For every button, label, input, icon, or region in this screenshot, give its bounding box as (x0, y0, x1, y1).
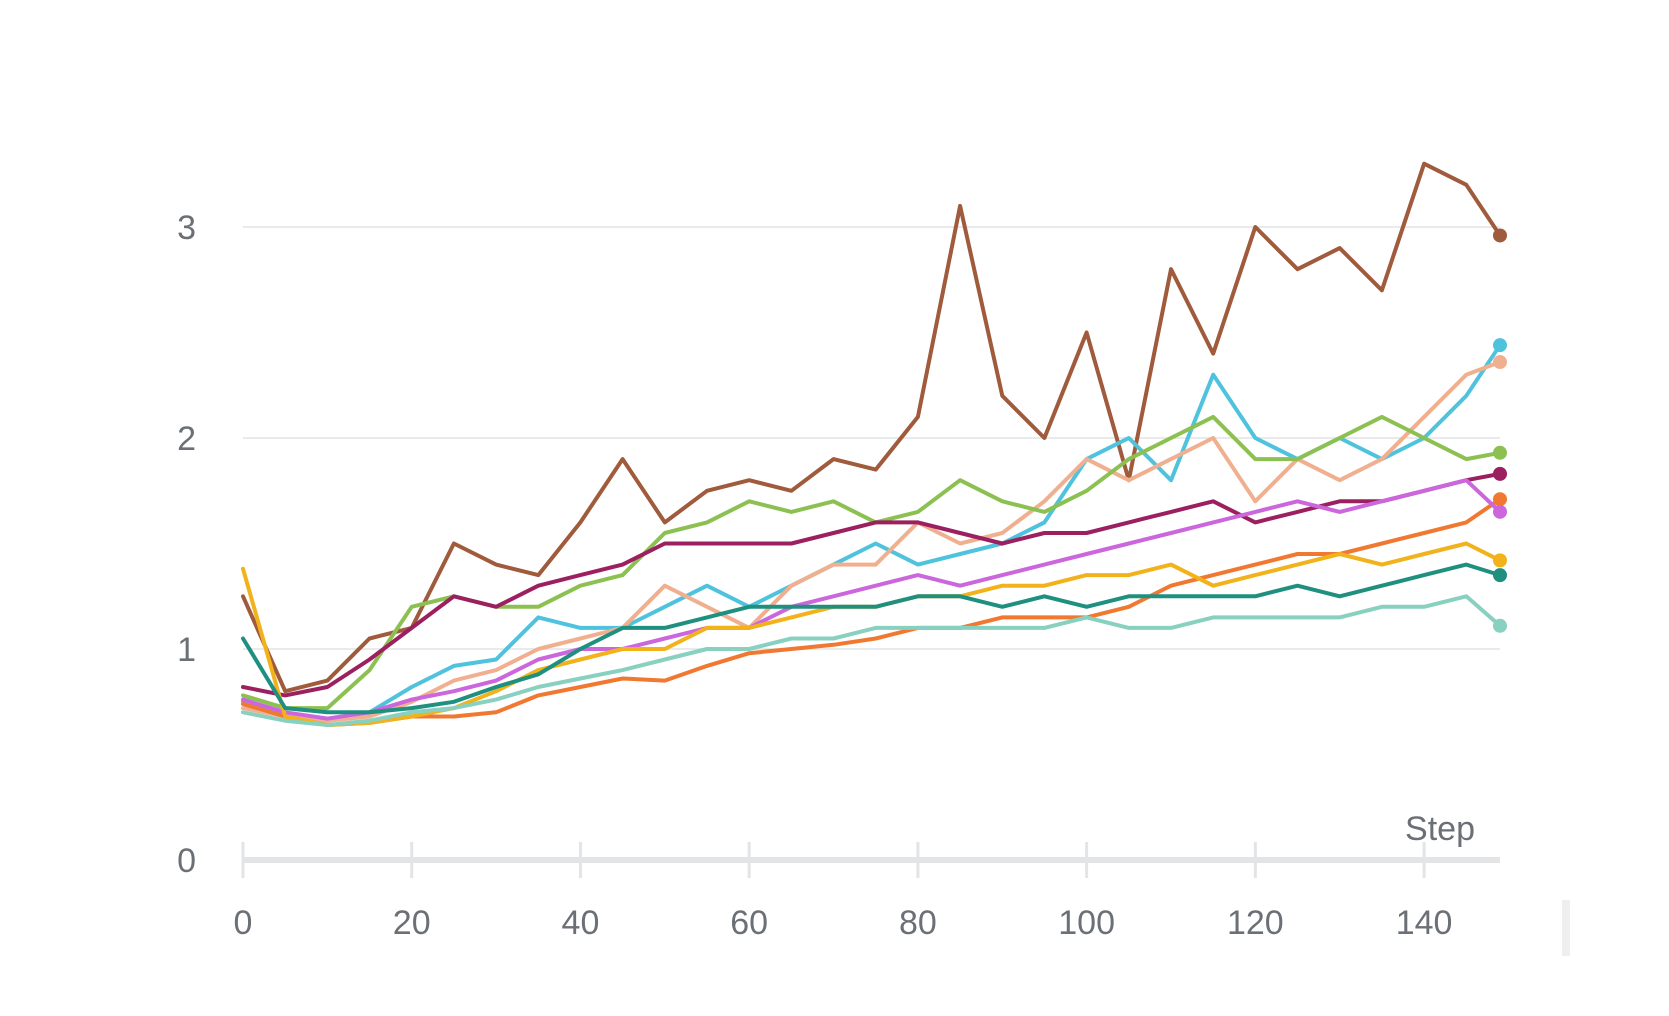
series-endpoint-10 (1493, 618, 1507, 633)
grid (243, 226, 1500, 650)
series-endpoint-6 (1493, 492, 1507, 507)
series-endpoint-5 (1493, 466, 1507, 481)
y-tick-label: 1 (177, 631, 196, 669)
series-line-9 (241, 562, 1502, 715)
y-tick-label: 2 (177, 420, 196, 458)
series-line-7 (241, 478, 1502, 721)
x-axis-title: Step (1405, 810, 1475, 848)
series-line-1 (241, 161, 1502, 694)
y-tick-label: 3 (177, 209, 196, 247)
series-endpoint-9 (1493, 568, 1507, 583)
series-endpoint-7 (1493, 504, 1507, 519)
y-axis-ticks: 0 1 2 3 (177, 209, 196, 880)
x-tick-label: 0 (234, 904, 253, 942)
x-tick-label: 120 (1227, 904, 1284, 942)
y-tick-label: 0 (177, 842, 196, 880)
x-tick-label: 60 (730, 904, 768, 942)
series-lines (241, 161, 1502, 727)
series-endpoint-4 (1493, 445, 1507, 460)
x-axis: 0 20 40 60 80 100 120 140 (234, 842, 1500, 942)
series-endpoint-3 (1493, 355, 1507, 370)
series-line-3 (241, 360, 1502, 723)
x-tick-label: 20 (393, 904, 431, 942)
x-tick-label: 80 (899, 904, 937, 942)
scrollbar-stub (1562, 900, 1570, 956)
series-endpoints (1493, 228, 1507, 633)
series-line-6 (241, 497, 1502, 727)
series-line-2 (241, 343, 1502, 723)
series-line-5 (241, 471, 1502, 698)
x-tick-label: 100 (1058, 904, 1115, 942)
series-endpoint-8 (1493, 553, 1507, 568)
x-tick-label: 40 (562, 904, 600, 942)
series-line-10 (241, 594, 1502, 727)
series-endpoint-2 (1493, 338, 1507, 353)
series-endpoint-1 (1493, 228, 1507, 243)
series-line-8 (241, 541, 1502, 727)
x-tick-label: 140 (1396, 904, 1453, 942)
